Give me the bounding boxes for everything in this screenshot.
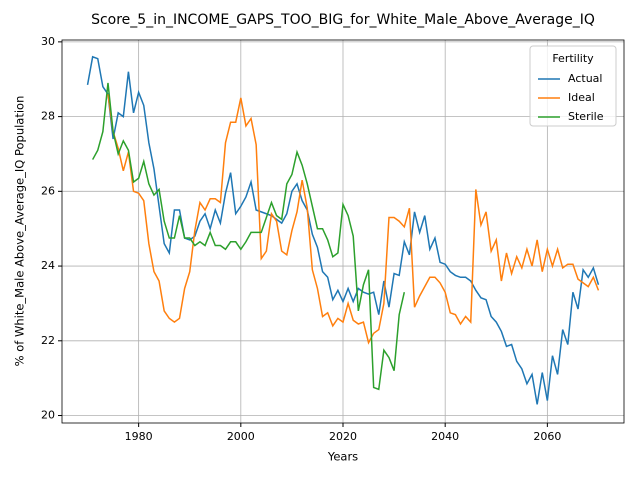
series-line [86,55,600,405]
series-line [107,94,600,345]
y-tick-label: 26 [41,184,55,197]
y-tick-label: 28 [41,110,55,123]
x-tick-label: 2060 [533,430,561,443]
legend-label: Actual [568,72,602,85]
x-tick-label: 1980 [125,430,153,443]
legend-label: Ideal [568,91,595,104]
y-tick-label: 20 [41,409,55,422]
y-tick-label: 30 [41,35,55,48]
x-tick-label: 2020 [329,430,357,443]
x-tick-label: 2040 [431,430,459,443]
x-axis-label: Years [327,450,358,464]
y-axis-label: % of White_Male Above_Average_IQ Populat… [13,96,27,367]
legend-title: Fertility [552,52,594,65]
y-tick-label: 22 [41,334,55,347]
y-tick-label: 24 [41,259,55,272]
legend-box [529,45,617,127]
x-tick-label: 2000 [227,430,255,443]
series-line [91,82,406,391]
legend: Fertility Actual Ideal Sterile [529,45,617,127]
legend-label: Sterile [568,110,604,123]
plot-frame [61,39,625,424]
chart-title: Score_5_in_INCOME_GAPS_TOO_BIG_for_White… [91,12,595,28]
